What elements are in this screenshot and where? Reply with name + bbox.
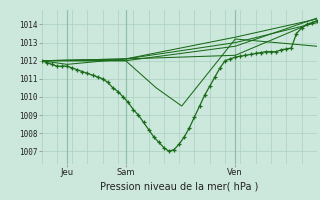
X-axis label: Pression niveau de la mer( hPa ): Pression niveau de la mer( hPa ) [100, 181, 258, 191]
